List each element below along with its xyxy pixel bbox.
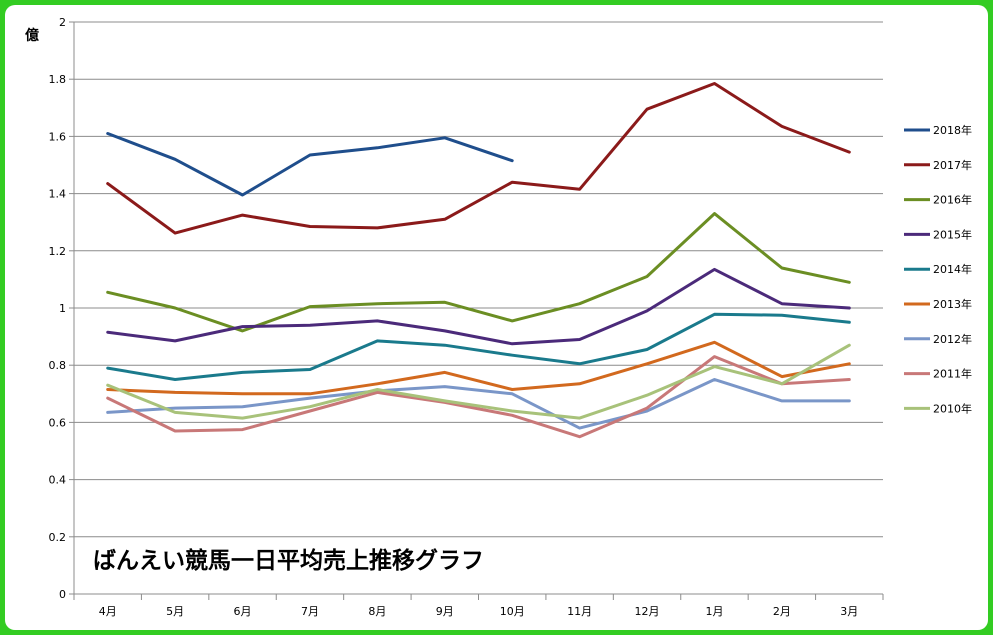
series-line-2011年 [106, 355, 851, 439]
legend-item: 2013年 [904, 297, 972, 311]
y-tick-label: 1.4 [49, 188, 67, 201]
y-tick-label: 1.6 [49, 130, 67, 143]
legend-item: 2012年 [904, 332, 972, 346]
y-tick-label: 2 [59, 16, 66, 29]
legend-label: 2014年 [933, 262, 972, 276]
y-axis-label: 億 [25, 27, 39, 44]
x-tick-label: 3月 [840, 605, 858, 618]
legend-item: 2015年 [904, 227, 972, 241]
x-tick-label: 5月 [166, 605, 184, 618]
y-tick-label: 0.4 [49, 474, 67, 487]
legend-label: 2018年 [933, 123, 972, 137]
x-tick-labels: 4月 5月 6月 7月 8月 9月 10月 11月 12月 1月 2月 3月 [99, 605, 859, 618]
x-tick-label: 9月 [436, 605, 454, 618]
series-lines [106, 82, 851, 439]
legend-label: 2011年 [933, 367, 972, 381]
x-tick-label: 2月 [773, 605, 791, 618]
x-tick-label: 4月 [99, 605, 117, 618]
legend: 2018年 2017年 2016年 2015年 2014年 2013年 2012年 2011年… [904, 123, 972, 415]
x-tick-label: 1月 [705, 605, 723, 618]
chart-frame: 0 0.2 0.4 0.6 0.8 1 1.2 1.4 1.6 1.8 2 4月 5月 6月 7月 8月 9月… [5, 5, 988, 630]
y-tick-label: 0.6 [49, 416, 67, 429]
y-tick-labels: 0 0.2 0.4 0.6 0.8 1 1.2 1.4 1.6 1.8 2 [49, 16, 67, 601]
x-tick-label: 10月 [500, 605, 525, 618]
legend-item: 2018年 [904, 123, 972, 137]
series-line-2013年 [106, 340, 851, 396]
x-tick-label: 8月 [368, 605, 386, 618]
legend-item: 2016年 [904, 193, 972, 207]
y-tick-label: 0 [59, 588, 66, 601]
legend-item: 2014年 [904, 262, 972, 276]
series-line-2016年 [106, 212, 851, 333]
legend-label: 2013年 [933, 297, 972, 311]
legend-item: 2017年 [904, 158, 972, 172]
series-line-2015年 [106, 267, 851, 346]
chart-title: ばんえい競馬一日平均売上推移グラフ [93, 547, 484, 574]
series-line-2014年 [106, 312, 851, 381]
y-tick-label: 0.8 [49, 359, 67, 372]
axes [69, 21, 884, 600]
series-line-2018年 [106, 132, 514, 197]
legend-label: 2017年 [933, 158, 972, 172]
legend-label: 2012年 [933, 332, 972, 346]
line-chart: 0 0.2 0.4 0.6 0.8 1 1.2 1.4 1.6 1.8 2 4月 5月 6月 7月 8月 9月… [25, 16, 972, 618]
series-line-2010年 [106, 343, 851, 420]
y-tick-label: 1 [59, 302, 66, 315]
x-tick-label: 7月 [301, 605, 319, 618]
grid-lines [74, 21, 883, 538]
y-tick-label: 0.2 [49, 531, 67, 544]
y-tick-label: 1.2 [49, 245, 67, 258]
legend-item: 2010年 [904, 401, 972, 415]
x-tick-label: 6月 [234, 605, 252, 618]
x-tick-label: 11月 [567, 605, 592, 618]
series-line-2012年 [106, 378, 851, 430]
y-tick-label: 1.8 [49, 73, 67, 86]
legend-item: 2011年 [904, 367, 972, 381]
series-line-2017年 [106, 82, 851, 235]
legend-label: 2015年 [933, 227, 972, 241]
x-tick-label: 12月 [635, 605, 660, 618]
legend-label: 2010年 [933, 401, 972, 415]
legend-label: 2016年 [933, 193, 972, 207]
